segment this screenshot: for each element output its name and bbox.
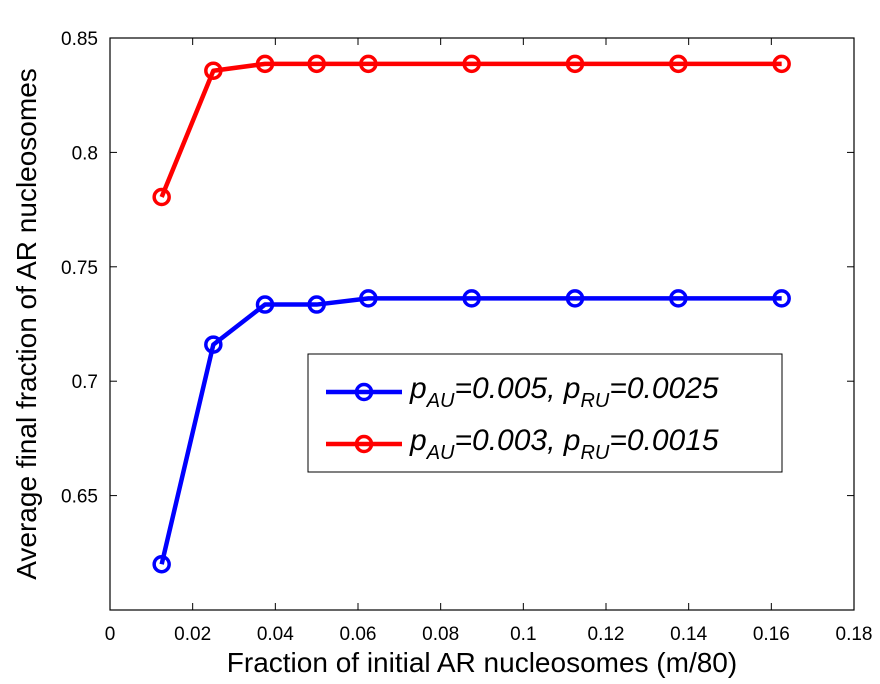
data-point bbox=[669, 289, 688, 308]
x-tick-label: 0.16 bbox=[753, 624, 790, 645]
y-tick-label: 0.7 bbox=[72, 372, 98, 393]
data-point bbox=[565, 54, 585, 74]
data-point bbox=[359, 289, 378, 308]
data-point bbox=[669, 54, 688, 74]
series-layer bbox=[152, 54, 791, 574]
legend-swatch-marker bbox=[354, 382, 374, 402]
data-point bbox=[255, 295, 275, 314]
data-point bbox=[772, 54, 791, 74]
x-tick-label: 0.18 bbox=[836, 624, 873, 645]
data-point bbox=[152, 554, 171, 574]
data-point bbox=[307, 295, 326, 314]
legend-box bbox=[307, 353, 783, 473]
y-axis-title: Average final fraction of AR nucleosomes bbox=[11, 68, 42, 580]
plot-area bbox=[109, 37, 855, 611]
data-point bbox=[204, 61, 223, 80]
x-tick-label: 0.08 bbox=[422, 624, 459, 645]
legend-item-2: pAU=0.003, pRU=0.0015 bbox=[326, 424, 719, 464]
data-point bbox=[462, 54, 481, 74]
data-point bbox=[565, 289, 585, 308]
x-tick-label: 0.1 bbox=[510, 624, 536, 645]
x-tick-label: 0.14 bbox=[670, 624, 707, 645]
data-point bbox=[772, 289, 791, 308]
legend-label: pAU=0.003, pRU=0.0015 bbox=[409, 424, 719, 464]
data-point bbox=[307, 54, 326, 74]
legend-item-1: pAU=0.005, pRU=0.0025 bbox=[326, 372, 719, 412]
x-tick-label: 0 bbox=[105, 624, 116, 645]
y-tick-label: 0.8 bbox=[72, 143, 98, 164]
data-point bbox=[255, 54, 275, 74]
series-1 bbox=[152, 289, 791, 574]
y-tick-label: 0.85 bbox=[61, 29, 98, 50]
data-point bbox=[152, 187, 171, 207]
series-line bbox=[159, 61, 782, 198]
x-tick-label: 0.02 bbox=[174, 624, 211, 645]
y-tick-label: 0.75 bbox=[61, 258, 98, 279]
y-tick-label: 0.65 bbox=[61, 487, 98, 508]
series-2 bbox=[152, 54, 791, 207]
legend-swatch-marker bbox=[354, 434, 374, 454]
legend: pAU=0.005, pRU=0.0025 pAU=0.003, pRU=0.00… bbox=[307, 353, 783, 473]
x-axis-title: Fraction of initial AR nucleosomes (m/80… bbox=[227, 647, 737, 678]
axis-ticks: 0 0.02 0.04 0.06 0.08 0.1 0.12 0.14 0.16 0.18 0.65… bbox=[61, 29, 872, 645]
data-point bbox=[359, 54, 378, 74]
x-tick-label: 0.06 bbox=[340, 624, 377, 645]
legend-label: pAU=0.005, pRU=0.0025 bbox=[409, 372, 719, 412]
data-point bbox=[204, 335, 223, 354]
x-tick-label: 0.04 bbox=[257, 624, 294, 645]
series-line bbox=[159, 296, 782, 565]
x-tick-label: 0.12 bbox=[588, 624, 625, 645]
data-point bbox=[462, 289, 481, 308]
